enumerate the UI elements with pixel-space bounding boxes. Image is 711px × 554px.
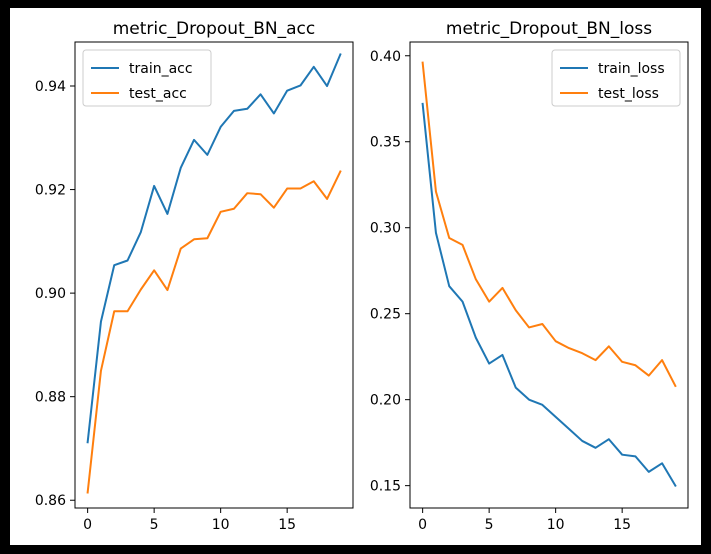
y-tick-label: 0.35 [370,135,401,151]
y-tick-label: 0.92 [35,183,66,199]
legend-label: test_loss [598,86,659,102]
y-tick-label: 0.15 [370,479,401,495]
series-line-test_loss [421,61,677,388]
legend-label: train_loss [598,61,665,77]
x-tick-label: 10 [547,517,565,533]
x-tick-label: 0 [418,517,427,533]
y-tick-label: 0.40 [370,49,401,65]
y-tick-label: 0.20 [370,393,401,409]
y-tick-label: 0.90 [35,286,66,302]
y-tick-label: 0.25 [370,307,401,323]
y-tick-label: 0.86 [35,493,66,509]
x-tick-label: 5 [485,517,494,533]
series-line-test_acc [86,170,342,494]
x-tick-label: 10 [212,517,230,533]
x-tick-label: 5 [150,517,159,533]
axes-frame [74,41,354,509]
figure-canvas: metric_Dropout_BN_acc 0 5 10 15 0.86 0.88 0.90 0… [35,19,689,533]
y-tick-label: 0.94 [35,79,66,95]
y-tick-label: 0.88 [35,390,66,406]
legend: train_loss test_loss [551,49,681,107]
legend-label: test_acc [129,86,187,102]
x-tick-label: 15 [613,517,631,533]
x-tick-label: 15 [278,517,296,533]
series-line-train_acc [86,53,342,444]
x-tick-label: 0 [83,517,92,533]
legend-label: train_acc [129,61,193,77]
chart-title: metric_Dropout_BN_acc [113,19,315,39]
figure-panel: metric_Dropout_BN_acc 0 5 10 15 0.86 0.88 0.90 0… [10,8,701,545]
y-tick-label: 0.30 [370,221,401,237]
chart-0: metric_Dropout_BN_acc 0 5 10 15 0.86 0.88 0.90 0… [35,19,354,533]
series-line-train_loss [421,102,677,488]
axes-frame [409,41,689,509]
chart-title: metric_Dropout_BN_loss [446,19,652,39]
chart-1: metric_Dropout_BN_loss 0 5 10 15 0.15 0.20 0.25… [370,19,689,533]
legend: train_acc test_acc [82,49,212,107]
